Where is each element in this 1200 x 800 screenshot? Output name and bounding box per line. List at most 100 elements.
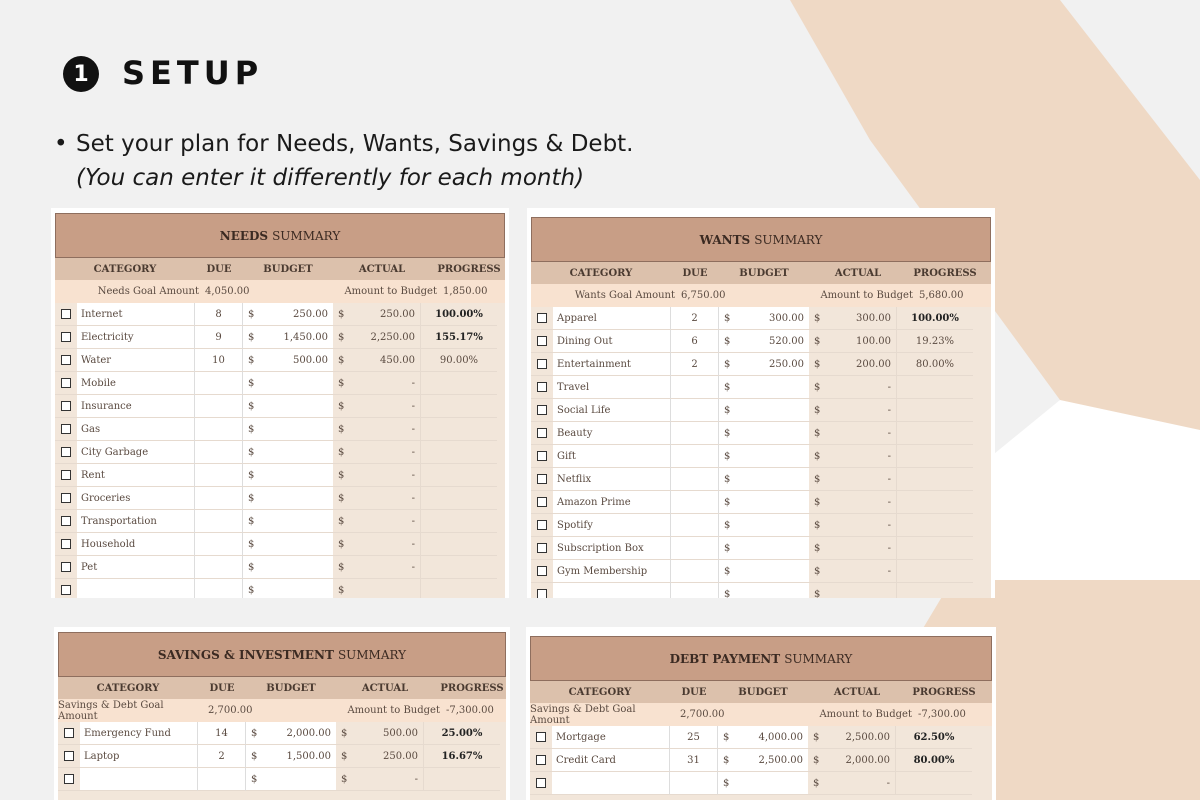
budget-cell[interactable]: $250.00 <box>243 303 333 326</box>
budget-cell[interactable]: $ <box>719 560 809 583</box>
due-cell[interactable] <box>195 487 243 510</box>
category-cell[interactable]: Gift <box>553 445 671 468</box>
row-checkbox[interactable] <box>537 336 547 346</box>
row-checkbox[interactable] <box>61 355 71 365</box>
category-cell[interactable] <box>552 772 670 795</box>
category-cell[interactable]: Internet <box>77 303 195 326</box>
due-cell[interactable] <box>671 560 719 583</box>
category-cell[interactable]: Insurance <box>77 395 195 418</box>
due-cell[interactable] <box>671 537 719 560</box>
row-checkbox[interactable] <box>537 451 547 461</box>
budget-cell[interactable]: $ <box>719 445 809 468</box>
row-checkbox[interactable] <box>61 585 71 595</box>
row-checkbox[interactable] <box>537 359 547 369</box>
row-checkbox[interactable] <box>61 562 71 572</box>
budget-cell[interactable]: $ <box>719 583 809 598</box>
row-checkbox[interactable] <box>61 516 71 526</box>
budget-cell[interactable]: $2,500.00 <box>718 749 808 772</box>
category-cell[interactable]: Household <box>77 533 195 556</box>
category-cell[interactable] <box>553 583 671 598</box>
budget-cell[interactable]: $1,450.00 <box>243 326 333 349</box>
budget-cell[interactable]: $ <box>719 514 809 537</box>
due-cell[interactable] <box>195 372 243 395</box>
due-cell[interactable] <box>671 376 719 399</box>
row-checkbox[interactable] <box>537 543 547 553</box>
due-cell[interactable] <box>670 772 718 795</box>
row-checkbox[interactable] <box>537 313 547 323</box>
due-cell[interactable]: 2 <box>198 745 246 768</box>
budget-cell[interactable]: $ <box>243 372 333 395</box>
row-checkbox[interactable] <box>64 728 74 738</box>
due-cell[interactable] <box>195 533 243 556</box>
budget-cell[interactable]: $ <box>719 376 809 399</box>
due-cell[interactable]: 8 <box>195 303 243 326</box>
row-checkbox[interactable] <box>537 382 547 392</box>
due-cell[interactable]: 31 <box>670 749 718 772</box>
category-cell[interactable]: Entertainment <box>553 353 671 376</box>
due-cell[interactable] <box>671 514 719 537</box>
row-checkbox[interactable] <box>61 539 71 549</box>
due-cell[interactable] <box>671 583 719 598</box>
category-cell[interactable]: Apparel <box>553 307 671 330</box>
category-cell[interactable]: Beauty <box>553 422 671 445</box>
category-cell[interactable]: Mortgage <box>552 726 670 749</box>
row-checkbox[interactable] <box>61 424 71 434</box>
category-cell[interactable]: Water <box>77 349 195 372</box>
category-cell[interactable]: Emergency Fund <box>80 722 198 745</box>
budget-cell[interactable]: $ <box>719 422 809 445</box>
due-cell[interactable]: 25 <box>670 726 718 749</box>
category-cell[interactable]: Gym Membership <box>553 560 671 583</box>
category-cell[interactable] <box>77 579 195 598</box>
due-cell[interactable]: 2 <box>671 353 719 376</box>
due-cell[interactable]: 10 <box>195 349 243 372</box>
category-cell[interactable]: Pet <box>77 556 195 579</box>
category-cell[interactable]: Gas <box>77 418 195 441</box>
budget-cell[interactable]: $500.00 <box>243 349 333 372</box>
budget-cell[interactable]: $ <box>243 556 333 579</box>
category-cell[interactable]: Mobile <box>77 372 195 395</box>
category-cell[interactable]: Travel <box>553 376 671 399</box>
budget-cell[interactable]: $300.00 <box>719 307 809 330</box>
row-checkbox[interactable] <box>61 378 71 388</box>
category-cell[interactable]: Amazon Prime <box>553 491 671 514</box>
category-cell[interactable]: Transportation <box>77 510 195 533</box>
due-cell[interactable] <box>671 399 719 422</box>
due-cell[interactable] <box>195 418 243 441</box>
category-cell[interactable]: Subscription Box <box>553 537 671 560</box>
budget-cell[interactable]: $4,000.00 <box>718 726 808 749</box>
category-cell[interactable]: Laptop <box>80 745 198 768</box>
category-cell[interactable]: Social Life <box>553 399 671 422</box>
row-checkbox[interactable] <box>536 755 546 765</box>
budget-cell[interactable]: $ <box>243 533 333 556</box>
row-checkbox[interactable] <box>61 447 71 457</box>
budget-cell[interactable]: $ <box>243 510 333 533</box>
row-checkbox[interactable] <box>537 405 547 415</box>
row-checkbox[interactable] <box>61 493 71 503</box>
row-checkbox[interactable] <box>64 774 74 784</box>
category-cell[interactable] <box>80 768 198 791</box>
category-cell[interactable]: Groceries <box>77 487 195 510</box>
due-cell[interactable] <box>195 579 243 598</box>
budget-cell[interactable]: $ <box>243 487 333 510</box>
budget-cell[interactable]: $ <box>243 464 333 487</box>
budget-cell[interactable]: $ <box>719 491 809 514</box>
category-cell[interactable]: City Garbage <box>77 441 195 464</box>
category-cell[interactable]: Dining Out <box>553 330 671 353</box>
budget-cell[interactable]: $ <box>243 579 333 598</box>
row-checkbox[interactable] <box>61 332 71 342</box>
due-cell[interactable]: 6 <box>671 330 719 353</box>
due-cell[interactable] <box>195 441 243 464</box>
category-cell[interactable]: Spotify <box>553 514 671 537</box>
due-cell[interactable] <box>195 464 243 487</box>
due-cell[interactable]: 9 <box>195 326 243 349</box>
due-cell[interactable] <box>195 556 243 579</box>
budget-cell[interactable]: $2,000.00 <box>246 722 336 745</box>
due-cell[interactable] <box>195 510 243 533</box>
row-checkbox[interactable] <box>537 589 547 598</box>
row-checkbox[interactable] <box>64 751 74 761</box>
due-cell[interactable] <box>195 395 243 418</box>
category-cell[interactable]: Netflix <box>553 468 671 491</box>
row-checkbox[interactable] <box>537 497 547 507</box>
budget-cell[interactable]: $1,500.00 <box>246 745 336 768</box>
row-checkbox[interactable] <box>61 401 71 411</box>
